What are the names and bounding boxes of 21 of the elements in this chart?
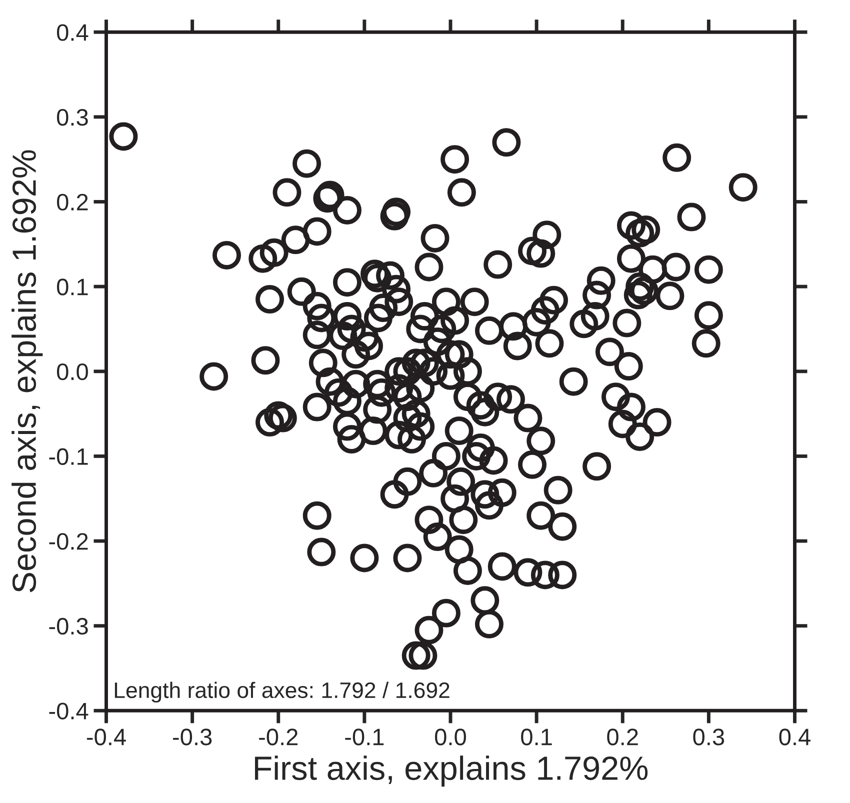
x-tick-label: 0.1 [521, 728, 552, 746]
y-tick-label: 0.4 [56, 24, 88, 41]
y-tick-label: 0.2 [56, 194, 88, 211]
x-tick-label: -0.4 [86, 728, 126, 746]
annotation: Length ratio of axes: 1.792 / 1.692 [114, 682, 450, 703]
x-tick-label: 0.4 [779, 728, 810, 746]
y-tick-label: -0.3 [49, 618, 88, 635]
x-tick-label: 0.0 [435, 728, 466, 746]
x-tick-label: -0.3 [173, 728, 212, 746]
y-tick-label: -0.4 [49, 702, 88, 720]
y-tick-label: 0.1 [56, 278, 88, 296]
x-tick-label: 0.3 [693, 728, 724, 746]
y-tick-label: 0.0 [56, 363, 88, 380]
y-tick-label: -0.2 [49, 533, 88, 550]
x-tick-label: 0.2 [607, 728, 638, 746]
x-tick-label: -0.1 [345, 728, 384, 746]
y-axis-title: Second axis, explains 1.692% [12, 150, 43, 592]
x-axis-title: First axis, explains 1.792% [255, 756, 648, 787]
y-tick-label: 0.3 [56, 109, 88, 126]
x-tick-label: -0.2 [259, 728, 298, 746]
y-tick-label: -0.1 [49, 448, 88, 465]
